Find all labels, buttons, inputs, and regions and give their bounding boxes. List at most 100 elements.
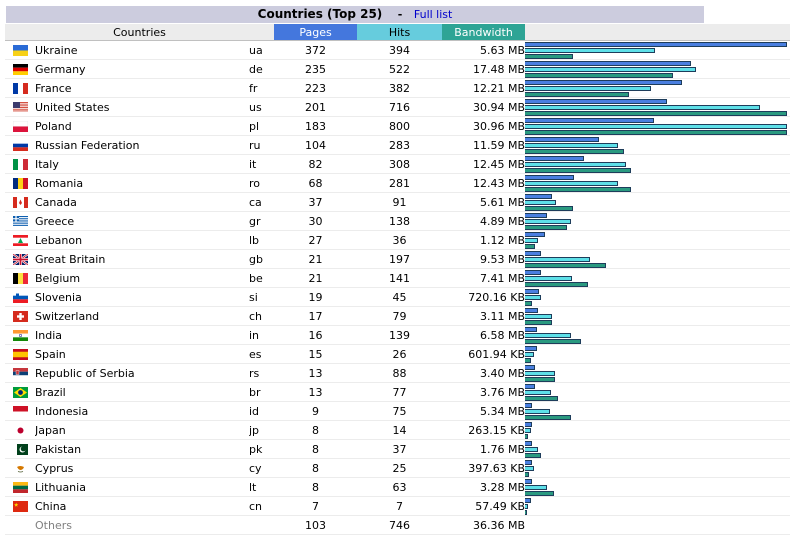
pages-bar	[525, 213, 548, 218]
table-row: Poland pl 183 800 30.96 MB	[5, 116, 790, 136]
country-code: ca	[249, 192, 275, 212]
hits-bar	[525, 181, 619, 186]
country-name: Poland	[35, 116, 249, 136]
bandwidth-bar	[525, 111, 788, 116]
bars-cell	[525, 439, 790, 459]
pages-value: 104	[274, 135, 358, 155]
country-flag-cell	[5, 363, 35, 383]
hits-bar	[525, 162, 627, 167]
table-row: Lithuania lt 8 63 3.28 MB	[5, 477, 790, 497]
country-flag-cell	[5, 325, 35, 345]
bars-cell	[525, 363, 790, 383]
country-name: United States	[35, 97, 249, 117]
country-code: cn	[249, 496, 275, 516]
bars-cell	[525, 458, 790, 478]
bandwidth-bar	[525, 453, 542, 458]
pages-value: 16	[274, 325, 358, 345]
bandwidth-bar	[525, 434, 529, 439]
pages-value: 27	[274, 230, 358, 250]
table-row: Pakistan pk 8 37 1.76 MB	[5, 439, 790, 459]
bandwidth-value: 1.76 MB	[442, 439, 526, 459]
de-flag-icon	[12, 64, 28, 75]
pages-value: 68	[274, 173, 358, 193]
pages-value: 21	[274, 249, 358, 269]
country-code: gr	[249, 211, 275, 231]
pages-bar	[525, 175, 575, 180]
hits-value: 25	[357, 458, 443, 478]
country-code: ru	[249, 135, 275, 155]
bandwidth-bar	[525, 92, 630, 97]
hits-value: 77	[357, 382, 443, 402]
country-name: Republic of Serbia	[35, 363, 249, 383]
hits-bar	[525, 276, 573, 281]
table-row: Canada ca 37 91 5.61 MB	[5, 192, 790, 212]
country-flag-cell	[5, 40, 35, 60]
bars-cell	[525, 496, 790, 516]
bandwidth-value: 601.94 KB	[442, 344, 526, 364]
bandwidth-bar	[525, 149, 625, 154]
pages-bar	[525, 137, 600, 142]
bandwidth-bar	[525, 282, 589, 287]
ca-flag-icon	[12, 197, 28, 208]
id-flag-icon	[12, 406, 28, 417]
pages-value: 13	[274, 382, 358, 402]
country-name: Brazil	[35, 382, 249, 402]
pages-value: 21	[274, 268, 358, 288]
hits-value: 88	[357, 363, 443, 383]
pages-value: 19	[274, 287, 358, 307]
section-title: Countries (Top 25)	[257, 7, 383, 21]
bandwidth-bar	[525, 244, 536, 249]
bandwidth-bar	[525, 320, 553, 325]
country-flag-cell	[5, 230, 35, 250]
bandwidth-value: 3.76 MB	[442, 382, 526, 402]
bandwidth-value: 7.41 MB	[442, 268, 526, 288]
pl-flag-icon	[12, 120, 28, 132]
country-flag-cell	[5, 154, 35, 174]
pages-bar	[525, 289, 540, 294]
hits-bar	[525, 314, 553, 319]
bandwidth-bar	[525, 168, 632, 173]
hits-value: 45	[357, 287, 443, 307]
table-row: France fr 223 382 12.21 MB	[5, 78, 790, 98]
country-code: pl	[249, 116, 275, 136]
country-flag-cell	[5, 135, 35, 155]
bandwidth-bar	[525, 472, 530, 477]
pages-value: 372	[274, 40, 358, 60]
country-name: Switzerland	[35, 306, 249, 326]
country-name: Lithuania	[35, 477, 249, 497]
bandwidth-value: 9.53 MB	[442, 249, 526, 269]
others-pages: 103	[274, 515, 358, 535]
country-flag-cell	[5, 268, 35, 288]
pages-bar	[525, 118, 655, 123]
table-row: Slovenia si 19 45 720.16 KB	[5, 287, 790, 307]
bandwidth-value: 11.59 MB	[442, 135, 526, 155]
country-name: Italy	[35, 154, 249, 174]
country-code: si	[249, 287, 275, 307]
es-flag-icon	[12, 349, 28, 360]
pages-value: 8	[274, 420, 358, 440]
in-flag-icon	[12, 330, 28, 341]
table-row: Republic of Serbia rs 13 88 3.40 MB	[5, 363, 790, 383]
country-code: rs	[249, 363, 275, 383]
full-list-link[interactable]: Full list	[413, 8, 453, 21]
bandwidth-value: 3.40 MB	[442, 363, 526, 383]
pages-value: 9	[274, 401, 358, 421]
bars-cell	[525, 401, 790, 421]
pages-value: 30	[274, 211, 358, 231]
country-code: ro	[249, 173, 275, 193]
bandwidth-value: 720.16 KB	[442, 287, 526, 307]
hits-column-header: Hits	[357, 24, 443, 41]
fr-flag-icon	[12, 83, 28, 94]
pages-bar	[525, 441, 533, 446]
country-flag-cell	[5, 173, 35, 193]
pages-value: 8	[274, 458, 358, 478]
hits-bar	[525, 485, 548, 490]
bandwidth-value: 12.21 MB	[442, 78, 526, 98]
country-name: Japan	[35, 420, 249, 440]
bars-cell	[525, 249, 790, 269]
hits-value: 36	[357, 230, 443, 250]
hits-value: 283	[357, 135, 443, 155]
pages-value: 235	[274, 59, 358, 79]
hits-bar	[525, 257, 591, 262]
country-code: lb	[249, 230, 275, 250]
